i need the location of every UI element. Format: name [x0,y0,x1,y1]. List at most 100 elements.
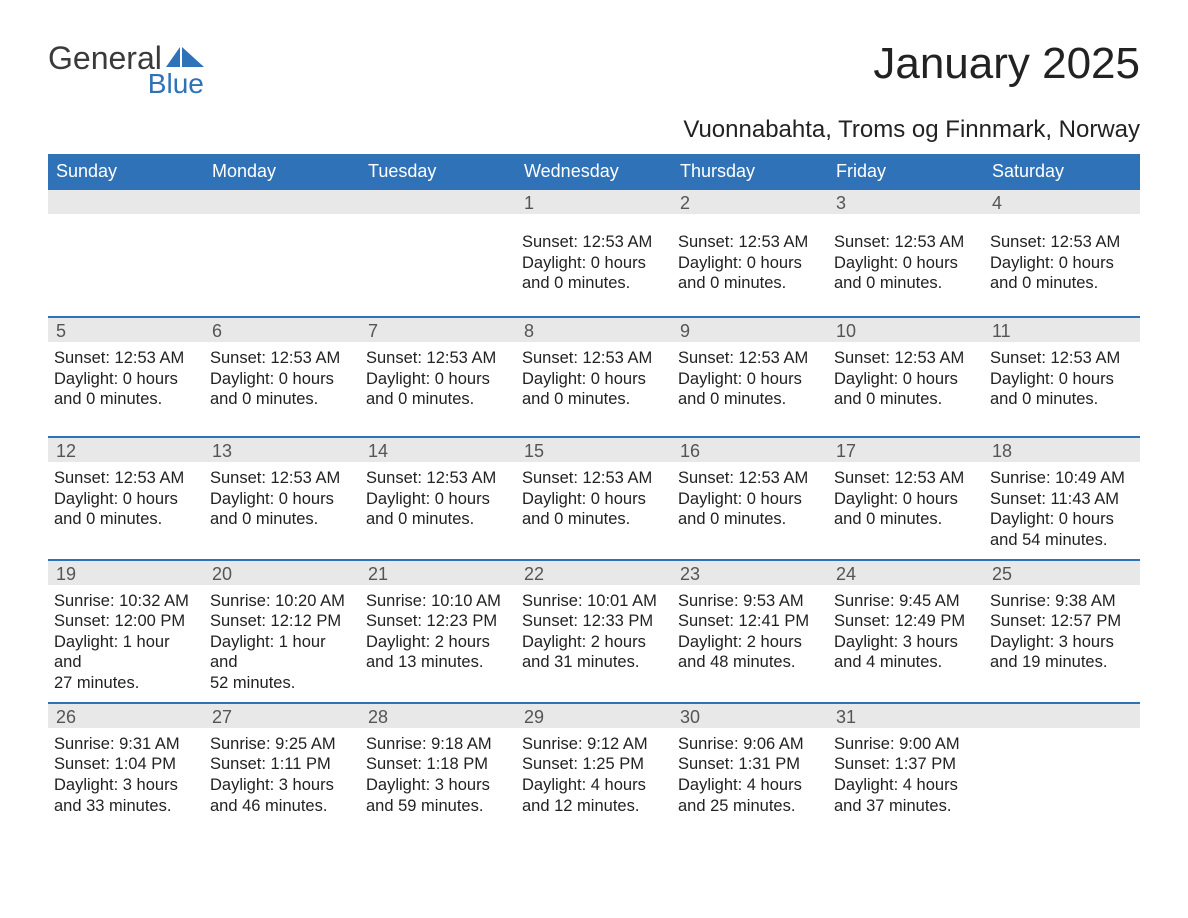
day-info-line: and 0 minutes. [54,389,198,410]
day-content: Sunrise: 9:25 AMSunset: 1:11 PMDaylight:… [210,734,354,817]
day-info-line: Sunset: 12:53 AM [834,468,978,489]
day-info-line: Sunset: 12:23 PM [366,611,510,632]
day-info-line: Sunrise: 9:45 AM [834,591,978,612]
day-content: Sunrise: 10:01 AMSunset: 12:33 PMDayligh… [522,591,666,674]
day-content: Sunset: 12:53 AMDaylight: 0 hoursand 0 m… [522,348,666,410]
weekday-header-row: Sunday Monday Tuesday Wednesday Thursday… [48,154,1140,188]
weekday-header: Thursday [672,161,828,182]
day-cell: 28Sunrise: 9:18 AMSunset: 1:18 PMDayligh… [360,704,516,825]
day-number: 12 [48,438,204,462]
day-info-line: Daylight: 0 hours [834,489,978,510]
day-content: Sunrise: 10:49 AMSunset: 11:43 AMDayligh… [990,468,1134,551]
day-number: . [204,190,360,214]
day-info-line: Sunrise: 9:25 AM [210,734,354,755]
day-number: 8 [516,318,672,342]
day-info-line: Sunset: 12:53 AM [990,232,1134,253]
day-cell: 31Sunrise: 9:00 AMSunset: 1:37 PMDayligh… [828,704,984,825]
day-content: Sunset: 12:53 AMDaylight: 0 hoursand 0 m… [990,348,1134,410]
day-info-line: Daylight: 0 hours [834,369,978,390]
day-cell: 16Sunset: 12:53 AMDaylight: 0 hoursand 0… [672,438,828,559]
day-info-line: Sunrise: 10:01 AM [522,591,666,612]
day-number: 1 [516,190,672,214]
day-info-line: Sunrise: 9:12 AM [522,734,666,755]
day-info-line: Daylight: 0 hours [522,369,666,390]
day-number: 29 [516,704,672,728]
day-info-line: and 0 minutes. [54,509,198,530]
location-subtitle: Vuonnabahta, Troms og Finnmark, Norway [48,116,1140,144]
weekday-header: Monday [204,161,360,182]
day-cell: 27 Sunrise: 9:25 AMSunset: 1:11 PMDayligh… [204,704,360,825]
week-row: 12Sunset: 12:53 AMDaylight: 0 hoursand 0… [48,436,1140,559]
day-info-line: and 54 minutes. [990,530,1134,551]
day-cell: 19Sunrise: 10:32 AMSunset: 12:00 PMDayli… [48,561,204,702]
day-info-line: Daylight: 2 hours [678,632,822,653]
header: General Blue January 2025 [48,42,1140,98]
day-info-line: and 0 minutes. [366,509,510,530]
day-number: 5 [48,318,204,342]
day-content: Sunrise: 9:38 AMSunset: 12:57 PMDaylight… [990,591,1134,674]
day-info-line: Daylight: 0 hours [990,253,1134,274]
day-info-line: Sunrise: 9:06 AM [678,734,822,755]
day-content: Sunrise: 9:53 AMSunset: 12:41 PMDaylight… [678,591,822,674]
day-info-line: Daylight: 4 hours [834,775,978,796]
day-info-line: Sunset: 12:12 PM [210,611,354,632]
day-cell: 14Sunset: 12:53 AMDaylight: 0 hoursand 0… [360,438,516,559]
day-content: Sunset: 12:53 AMDaylight: 0 hoursand 0 m… [54,348,198,410]
day-info-line: and 25 minutes. [678,796,822,817]
week-row: ...1Sunset: 12:53 AMDaylight: 0 hoursand… [48,188,1140,316]
day-number: 17 [828,438,984,462]
weekday-header: Sunday [48,161,204,182]
day-info-line: Sunrise: 10:49 AM [990,468,1134,489]
week-row: 19Sunrise: 10:32 AMSunset: 12:00 PMDayli… [48,559,1140,702]
day-content: Sunset: 12:53 AMDaylight: 0 hoursand 0 m… [678,468,822,530]
day-info-line: Daylight: 1 hour and [54,632,198,673]
day-info-line: Daylight: 1 hour and [210,632,354,673]
day-info-line: Sunset: 1:18 PM [366,754,510,775]
day-info-line: Sunset: 12:41 PM [678,611,822,632]
day-info-line: Sunset: 12:53 AM [210,348,354,369]
logo: General Blue [48,42,204,98]
day-info-line: Sunset: 12:53 AM [210,468,354,489]
day-content: Sunrise: 9:00 AMSunset: 1:37 PMDaylight:… [834,734,978,817]
day-number: 6 [204,318,360,342]
day-info-line: Sunset: 12:49 PM [834,611,978,632]
day-info-line: Sunset: 12:53 AM [834,232,978,253]
day-content: Sunset: 12:53 AMDaylight: 0 hoursand 0 m… [834,468,978,530]
day-content: Sunset: 12:53 AMDaylight: 0 hoursand 0 m… [522,232,666,294]
day-number: 15 [516,438,672,462]
logo-word2: Blue [126,70,204,98]
day-info-line: Sunset: 12:53 AM [522,348,666,369]
weekday-header: Tuesday [360,161,516,182]
day-number: 23 [672,561,828,585]
day-cell: 10Sunset: 12:53 AMDaylight: 0 hoursand 0… [828,318,984,436]
day-info-line: Sunset: 12:00 PM [54,611,198,632]
day-number: . [360,190,516,214]
day-number: 7 [360,318,516,342]
week-row: 26Sunrise: 9:31 AMSunset: 1:04 PMDayligh… [48,702,1140,825]
day-number: 2 [672,190,828,214]
day-number: 27 [204,704,360,728]
day-content: Sunset: 12:53 AMDaylight: 0 hoursand 0 m… [990,232,1134,294]
day-cell: 8 Sunset: 12:53 AMDaylight: 0 hoursand 0 … [516,318,672,436]
day-info-line: Daylight: 0 hours [678,369,822,390]
day-number: 30 [672,704,828,728]
day-info-line: Daylight: 2 hours [522,632,666,653]
day-number: . [984,704,1140,728]
day-number: 10 [828,318,984,342]
day-info-line: Daylight: 3 hours [990,632,1134,653]
day-number: 22 [516,561,672,585]
day-info-line: and 0 minutes. [522,509,666,530]
day-cell: 9Sunset: 12:53 AMDaylight: 0 hoursand 0 … [672,318,828,436]
day-info-line: and 48 minutes. [678,652,822,673]
day-number: 25 [984,561,1140,585]
day-cell: 24Sunrise: 9:45 AMSunset: 12:49 PMDaylig… [828,561,984,702]
day-info-line: Sunset: 12:53 AM [522,232,666,253]
day-info-line: and 0 minutes. [834,389,978,410]
day-cell: . [360,190,516,316]
weekday-header: Friday [828,161,984,182]
day-info-line: Sunset: 1:37 PM [834,754,978,775]
day-info-line: Sunset: 1:25 PM [522,754,666,775]
day-number: 26 [48,704,204,728]
day-info-line: and 0 minutes. [834,273,978,294]
day-info-line: Sunset: 1:04 PM [54,754,198,775]
